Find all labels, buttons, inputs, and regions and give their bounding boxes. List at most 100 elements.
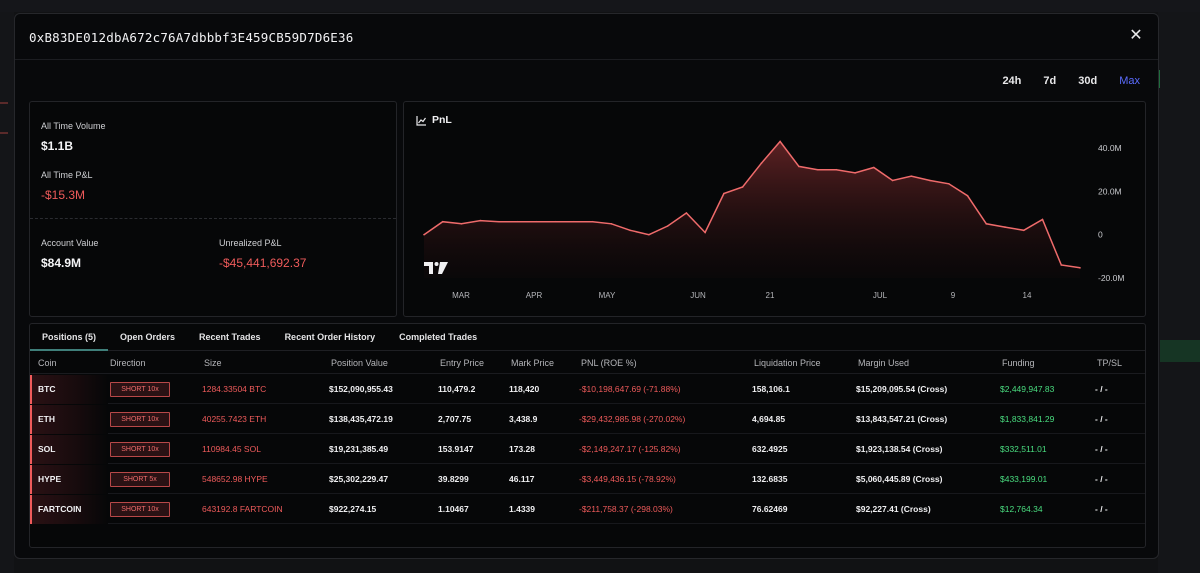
size-cell: 548652.98 HYPE	[202, 474, 268, 484]
table-row[interactable]: ETH SHORT 10x 40255.7423 ETH $138,435,472.1…	[30, 405, 1145, 434]
table-row[interactable]: SOL SHORT 10x 110984.45 SOL $19,231,385.49 1…	[30, 435, 1145, 464]
account-value-label: Account Value	[41, 238, 99, 248]
margin-used-cell: $13,843,547.21 (Cross)	[856, 414, 948, 424]
direction-badge: SHORT 10x	[110, 412, 170, 427]
range-7d[interactable]: 7d	[1043, 75, 1057, 87]
size-cell: 1284.33504 BTC	[202, 384, 267, 394]
line-chart-icon	[416, 115, 426, 126]
position-value-cell: $25,302,229.47	[329, 474, 389, 484]
tab-completed-trades[interactable]: Completed Trades	[399, 332, 478, 342]
pnl-point	[460, 223, 463, 225]
x-tick-label: JUN	[690, 291, 706, 300]
column-header-pnl: PNL (ROE %)	[581, 358, 637, 368]
pnl-point	[1004, 226, 1006, 228]
pnl-point	[516, 220, 519, 223]
pnl-cell: -$2,149,247.17 (-125.82%)	[579, 444, 681, 454]
backdrop-mark	[0, 132, 8, 134]
table-row[interactable]: BTC SHORT 10x 1284.33504 BTC $152,090,955.4…	[30, 375, 1145, 404]
stats-divider	[30, 218, 396, 219]
x-tick-label: MAR	[452, 291, 470, 300]
pnl-point	[498, 220, 500, 223]
pnl-point	[723, 192, 725, 195]
tpsl-cell: - / -	[1095, 414, 1108, 424]
x-tick-label: 9	[951, 291, 956, 300]
backdrop-right-panel	[1158, 12, 1200, 573]
coin-cell: FARTCOIN	[30, 495, 108, 524]
x-tick-label: MAY	[599, 291, 616, 300]
column-header-tpsl: TP/SL	[1097, 358, 1123, 368]
coin-name[interactable]: ETH	[38, 414, 55, 424]
liquidation-price-cell: 76.62469	[752, 504, 788, 514]
column-header-mark-price: Mark Price	[511, 358, 555, 368]
tab-recent-order-history[interactable]: Recent Order History	[284, 332, 376, 342]
pnl-point	[760, 162, 763, 164]
column-header-liquidation-price: Liquidation Price	[754, 358, 821, 368]
range-24h[interactable]: 24h	[1002, 75, 1022, 87]
pnl-cell: -$10,198,647.69 (-71.88%)	[579, 384, 681, 394]
pnl-point	[479, 219, 482, 222]
pnl-point	[685, 212, 688, 214]
pnl-point	[966, 194, 969, 197]
position-value-cell: $152,090,955.43	[329, 384, 393, 394]
pnl-point	[816, 168, 819, 171]
table-row[interactable]: HYPE SHORT 5x 548652.98 HYPE $25,302,229.47…	[30, 465, 1145, 494]
all-time-pnl-value: -$15.3M	[41, 188, 86, 202]
backdrop-accent	[1160, 340, 1200, 362]
direction-badge: SHORT 10x	[110, 502, 170, 517]
entry-price-cell: 110,479.2	[438, 384, 476, 394]
backdrop-mark	[0, 102, 8, 104]
wallet-modal: 0xB83DE012dbA672c76A7dbbbf3E459CB59D7D6E…	[14, 13, 1159, 559]
coin-cell: ETH	[30, 405, 108, 434]
entry-price-cell: 2,707.75	[438, 414, 472, 424]
coin-name[interactable]: FARTCOIN	[38, 504, 82, 514]
tpsl-cell: - / -	[1095, 384, 1108, 394]
tab-recent-trades[interactable]: Recent Trades	[199, 332, 261, 342]
time-range-selector: 24h 7d 30d Max	[1002, 75, 1140, 87]
backdrop-top-bar	[0, 0, 1200, 12]
close-icon[interactable]: ✕	[1129, 27, 1143, 44]
size-cell: 110984.45 SOL	[202, 444, 261, 454]
pnl-point	[591, 220, 594, 223]
pnl-point	[423, 233, 425, 236]
pnl-line	[423, 140, 1081, 269]
pnl-cell: -$29,432,985.98 (-270.02%)	[579, 414, 686, 424]
range-30d[interactable]: 30d	[1078, 75, 1098, 87]
coin-name[interactable]: HYPE	[38, 474, 62, 484]
column-header-entry-price: Entry Price	[440, 358, 485, 368]
direction-badge: SHORT 5x	[110, 472, 170, 487]
pnl-point	[835, 168, 838, 171]
y-tick-label: 0	[1098, 230, 1103, 240]
column-header-size: Size	[204, 358, 222, 368]
coin-name[interactable]: SOL	[38, 444, 56, 454]
coin-cell: SOL	[30, 435, 108, 464]
pnl-point	[1060, 264, 1063, 266]
liquidation-price-cell: 158,106.1	[752, 384, 790, 394]
pnl-chart: 40.0M 20.0M 0 -20.0M MAR APR MAY JUN 21 JUL 9 14	[423, 140, 1124, 300]
table-row[interactable]: FARTCOIN SHORT 10x 643192.8 FARTCOIN $922,2…	[30, 495, 1145, 524]
entry-price-cell: 1.10467	[438, 504, 469, 514]
column-header-direction: Direction	[110, 358, 146, 368]
size-cell: 643192.8 FARTCOIN	[202, 504, 283, 514]
x-tick-label: 14	[1023, 291, 1032, 300]
funding-cell: $1,833,841.29	[1000, 414, 1055, 424]
all-time-volume-label: All Time Volume	[41, 121, 106, 131]
pnl-point	[798, 165, 800, 168]
tab-positions[interactable]: Positions (5)	[30, 324, 109, 351]
pnl-point	[985, 223, 988, 225]
coin-name[interactable]: BTC	[38, 384, 56, 394]
column-header-margin-used: Margin Used	[858, 358, 910, 368]
margin-used-cell: $5,060,445.89 (Cross)	[856, 474, 943, 484]
funding-cell: $433,199.01	[1000, 474, 1048, 484]
pnl-point	[854, 172, 856, 174]
table-header: Coin Direction Size Position Value Entry Pri…	[30, 352, 1145, 374]
account-value: $84.9M	[41, 256, 82, 270]
tpsl-cell: - / -	[1095, 474, 1108, 484]
coin-cell: HYPE	[30, 465, 108, 494]
pnl-cell: -$3,449,436.15 (-78.92%)	[579, 474, 676, 484]
entry-price-cell: 39.8299	[438, 474, 469, 484]
tab-open-orders[interactable]: Open Orders	[120, 332, 176, 342]
modal-header: 0xB83DE012dbA672c76A7dbbbf3E459CB59D7D6E…	[15, 14, 1158, 60]
all-time-volume-value: $1.1B	[41, 139, 74, 153]
position-value-cell: $19,231,385.49	[329, 444, 389, 454]
range-max[interactable]: Max	[1119, 75, 1140, 87]
